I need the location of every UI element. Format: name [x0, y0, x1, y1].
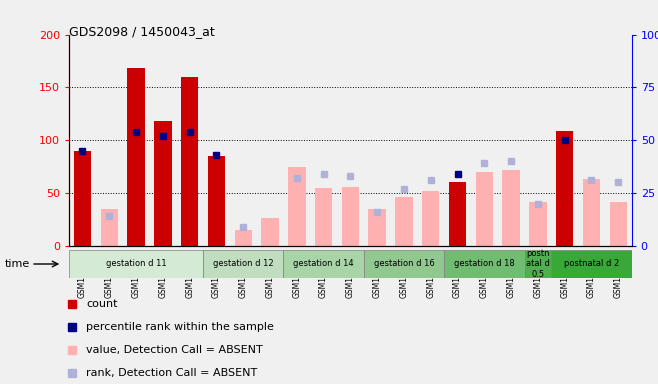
Bar — [368, 209, 386, 246]
Bar — [529, 202, 547, 246]
Text: gestation d 16: gestation d 16 — [374, 260, 434, 268]
Text: postn
atal d
0.5: postn atal d 0.5 — [526, 249, 550, 279]
Text: percentile rank within the sample: percentile rank within the sample — [86, 322, 274, 332]
Bar — [101, 209, 118, 246]
Bar — [261, 218, 279, 246]
Bar — [395, 197, 413, 246]
Bar — [315, 188, 332, 246]
Bar — [449, 182, 467, 246]
Bar — [503, 170, 520, 246]
Text: value, Detection Call = ABSENT: value, Detection Call = ABSENT — [86, 345, 263, 355]
Text: time: time — [5, 259, 30, 269]
Bar — [422, 191, 440, 246]
Bar — [234, 230, 252, 246]
Bar — [476, 172, 493, 246]
Bar — [583, 179, 600, 246]
Bar — [342, 187, 359, 246]
Bar — [444, 250, 524, 278]
Bar — [203, 250, 284, 278]
Bar — [284, 250, 364, 278]
Text: rank, Detection Call = ABSENT: rank, Detection Call = ABSENT — [86, 368, 257, 378]
Bar — [524, 250, 551, 278]
Bar — [128, 68, 145, 246]
Bar — [181, 77, 198, 246]
Bar — [69, 250, 203, 278]
Text: GDS2098 / 1450043_at: GDS2098 / 1450043_at — [69, 25, 215, 38]
Bar — [208, 156, 225, 246]
Text: gestation d 11: gestation d 11 — [106, 260, 166, 268]
Bar — [609, 202, 627, 246]
Bar — [288, 167, 305, 246]
Text: gestation d 14: gestation d 14 — [293, 260, 354, 268]
Text: postnatal d 2: postnatal d 2 — [564, 260, 619, 268]
Bar — [154, 121, 172, 246]
Text: gestation d 18: gestation d 18 — [454, 260, 515, 268]
Bar — [364, 250, 444, 278]
Text: gestation d 12: gestation d 12 — [213, 260, 274, 268]
Bar — [74, 151, 91, 246]
Text: count: count — [86, 299, 118, 309]
Bar — [556, 131, 573, 246]
Bar — [551, 250, 632, 278]
